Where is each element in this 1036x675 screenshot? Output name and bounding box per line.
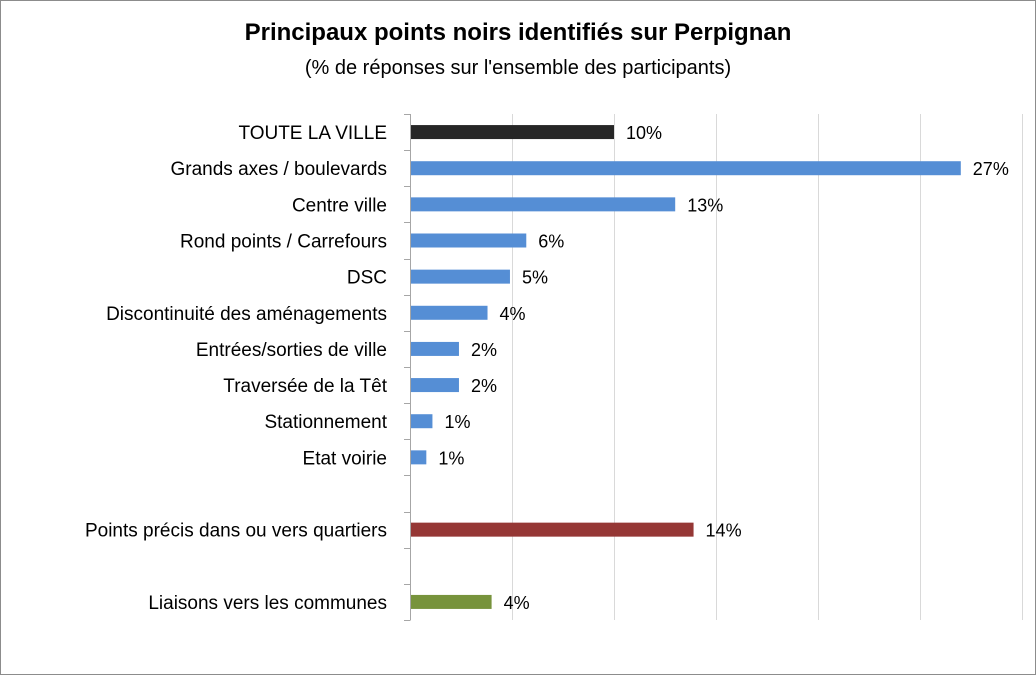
category-label: Entrées/sorties de ville bbox=[196, 340, 387, 361]
category-axis bbox=[404, 114, 411, 621]
category-label: Centre ville bbox=[292, 195, 387, 216]
category-label: Etat voirie bbox=[303, 448, 387, 469]
data-label: 2% bbox=[471, 376, 497, 396]
gridlines bbox=[512, 114, 1023, 620]
chart-subtitle: (% de réponses sur l'ensemble des partic… bbox=[304, 57, 732, 79]
category-label: Grands axes / boulevards bbox=[170, 159, 387, 180]
bar bbox=[411, 125, 614, 140]
category-label: Traversée de la Têt bbox=[223, 376, 387, 397]
bar bbox=[411, 233, 527, 248]
bar bbox=[411, 341, 459, 356]
data-label: 1% bbox=[444, 412, 470, 432]
bar bbox=[411, 522, 694, 537]
bar bbox=[411, 594, 492, 609]
data-label: 2% bbox=[471, 340, 497, 360]
data-label: 5% bbox=[522, 268, 548, 288]
bar bbox=[411, 161, 961, 176]
data-label: 14% bbox=[706, 521, 742, 541]
category-label: Discontinuité des aménagements bbox=[106, 304, 387, 325]
data-label: 4% bbox=[500, 304, 526, 324]
category-label: DSC bbox=[347, 268, 387, 289]
category-label: Points précis dans ou vers quartiers bbox=[85, 521, 387, 542]
data-label: 10% bbox=[626, 123, 662, 143]
data-label: 27% bbox=[973, 159, 1009, 179]
category-label: Stationnement bbox=[264, 412, 387, 433]
labels: TOUTE LA VILLE 10% Grands axes / boulevard… bbox=[85, 123, 1009, 614]
category-label: TOUTE LA VILLE bbox=[238, 123, 387, 144]
bar bbox=[411, 197, 676, 212]
chart-title: Principaux points noirs identifiés sur P… bbox=[244, 19, 792, 46]
bar bbox=[411, 305, 488, 320]
data-label: 4% bbox=[504, 593, 530, 613]
bar bbox=[411, 450, 427, 465]
bar bbox=[411, 269, 510, 284]
bar bbox=[411, 378, 459, 393]
data-label: 13% bbox=[687, 195, 723, 215]
data-label: 6% bbox=[538, 232, 564, 252]
bar bbox=[411, 414, 433, 429]
category-label: Rond points / Carrefours bbox=[180, 232, 387, 253]
data-label: 1% bbox=[438, 448, 464, 468]
category-label: Liaisons vers les communes bbox=[148, 593, 387, 614]
bars bbox=[411, 125, 961, 609]
